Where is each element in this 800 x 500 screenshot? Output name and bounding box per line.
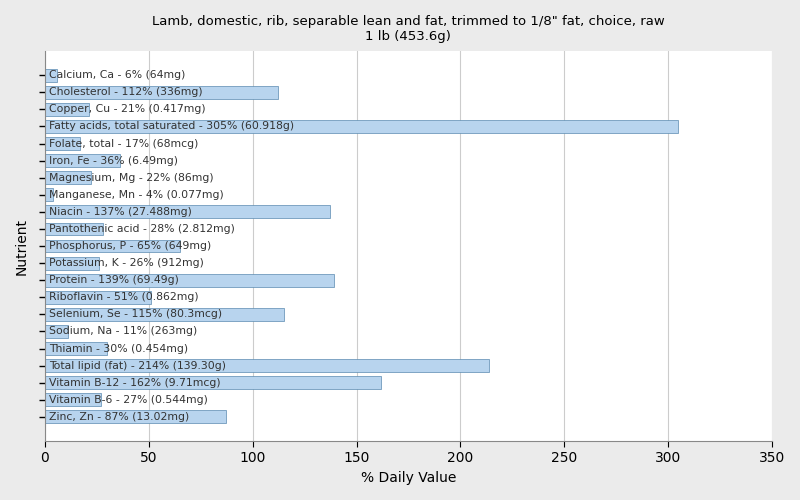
Text: Cholesterol - 112% (336mg): Cholesterol - 112% (336mg) — [49, 88, 202, 98]
Bar — [45, 394, 101, 406]
Text: Fatty acids, total saturated - 305% (60.918g): Fatty acids, total saturated - 305% (60.… — [49, 122, 294, 132]
Bar — [45, 240, 180, 252]
Text: Iron, Fe - 36% (6.49mg): Iron, Fe - 36% (6.49mg) — [49, 156, 178, 166]
Text: Pantothenic acid - 28% (2.812mg): Pantothenic acid - 28% (2.812mg) — [49, 224, 235, 234]
Text: Vitamin B-6 - 27% (0.544mg): Vitamin B-6 - 27% (0.544mg) — [49, 395, 208, 405]
Bar — [45, 222, 103, 235]
Text: Zinc, Zn - 87% (13.02mg): Zinc, Zn - 87% (13.02mg) — [49, 412, 190, 422]
Bar — [45, 308, 284, 321]
Bar — [45, 291, 151, 304]
Bar — [45, 86, 278, 99]
Text: Sodium, Na - 11% (263mg): Sodium, Na - 11% (263mg) — [49, 326, 198, 336]
Text: Riboflavin - 51% (0.862mg): Riboflavin - 51% (0.862mg) — [49, 292, 198, 302]
Text: Manganese, Mn - 4% (0.077mg): Manganese, Mn - 4% (0.077mg) — [49, 190, 224, 200]
Bar — [45, 188, 54, 201]
Bar — [45, 172, 90, 184]
Bar — [45, 410, 226, 424]
Text: Potassium, K - 26% (912mg): Potassium, K - 26% (912mg) — [49, 258, 204, 268]
Bar — [45, 103, 89, 116]
Bar — [45, 69, 58, 82]
Y-axis label: Nutrient: Nutrient — [15, 218, 29, 274]
Bar — [45, 325, 68, 338]
Bar — [45, 256, 99, 270]
Bar — [45, 154, 120, 167]
X-axis label: % Daily Value: % Daily Value — [361, 471, 456, 485]
Text: Total lipid (fat) - 214% (139.30g): Total lipid (fat) - 214% (139.30g) — [49, 360, 226, 370]
Text: Vitamin B-12 - 162% (9.71mcg): Vitamin B-12 - 162% (9.71mcg) — [49, 378, 221, 388]
Text: Niacin - 137% (27.488mg): Niacin - 137% (27.488mg) — [49, 207, 192, 217]
Bar — [45, 376, 382, 389]
Bar — [45, 274, 334, 286]
Bar — [45, 120, 678, 133]
Bar — [45, 137, 80, 150]
Bar — [45, 342, 107, 355]
Text: Protein - 139% (69.49g): Protein - 139% (69.49g) — [49, 275, 179, 285]
Text: Thiamin - 30% (0.454mg): Thiamin - 30% (0.454mg) — [49, 344, 188, 353]
Bar — [45, 206, 330, 218]
Text: Copper, Cu - 21% (0.417mg): Copper, Cu - 21% (0.417mg) — [49, 104, 206, 115]
Text: Selenium, Se - 115% (80.3mcg): Selenium, Se - 115% (80.3mcg) — [49, 310, 222, 320]
Text: Folate, total - 17% (68mcg): Folate, total - 17% (68mcg) — [49, 138, 198, 148]
Text: Calcium, Ca - 6% (64mg): Calcium, Ca - 6% (64mg) — [49, 70, 186, 80]
Text: Magnesium, Mg - 22% (86mg): Magnesium, Mg - 22% (86mg) — [49, 172, 214, 182]
Bar — [45, 359, 490, 372]
Text: Phosphorus, P - 65% (649mg): Phosphorus, P - 65% (649mg) — [49, 241, 211, 251]
Title: Lamb, domestic, rib, separable lean and fat, trimmed to 1/8" fat, choice, raw
1 : Lamb, domestic, rib, separable lean and … — [152, 15, 665, 43]
